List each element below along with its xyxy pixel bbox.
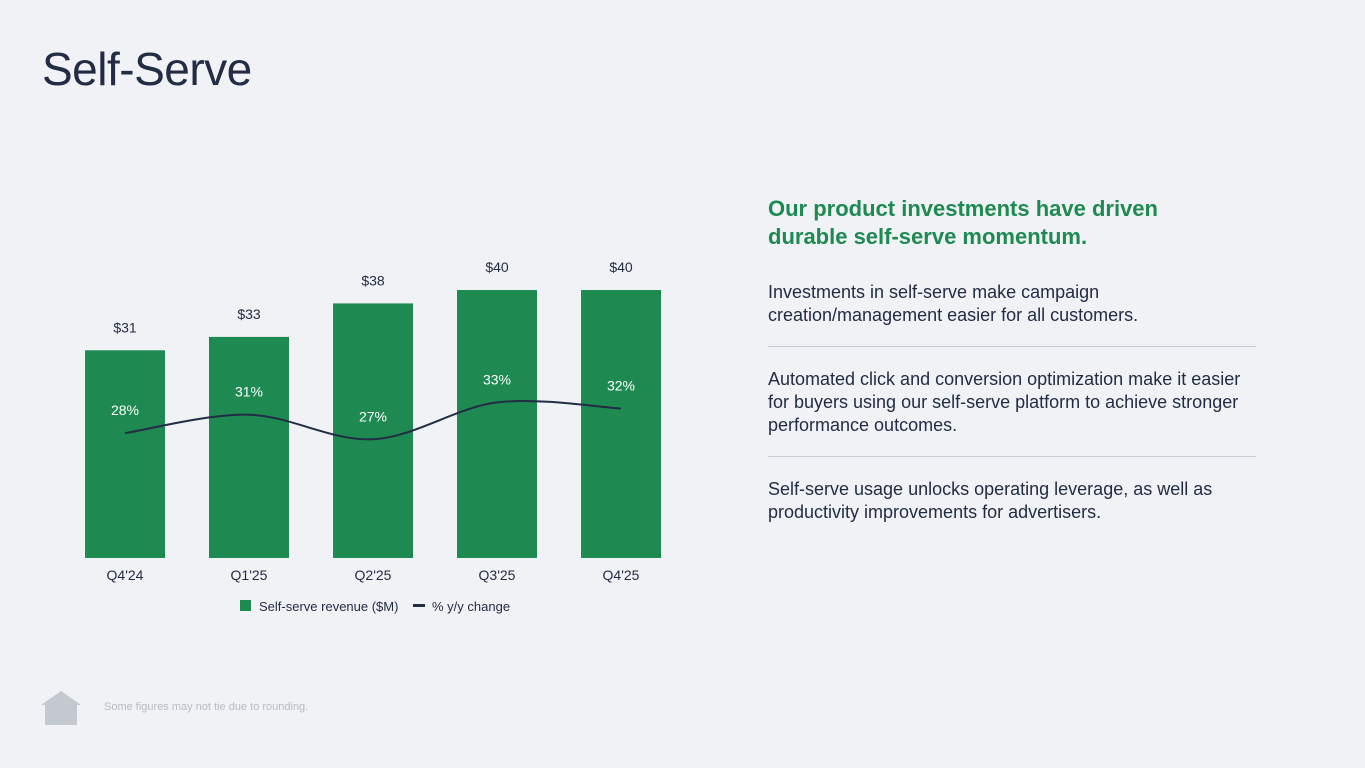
right-panel: Our product investments have driven dura… <box>768 195 1256 524</box>
legend: Self-serve revenue ($M) % y/y change <box>240 599 510 614</box>
line-value-label: 33% <box>483 371 511 387</box>
bar-4 <box>457 290 537 558</box>
line-value-label: 31% <box>235 384 263 400</box>
bar-2 <box>209 336 289 558</box>
bar-3 <box>333 303 413 558</box>
line-value-label: 28% <box>111 402 139 418</box>
home-icon <box>41 691 81 725</box>
line-group <box>124 400 622 441</box>
bar-value-label: $33 <box>237 306 261 322</box>
legend-swatch-revenue <box>240 600 251 611</box>
legend-label-revenue: Self-serve revenue ($M) <box>259 599 398 614</box>
panel-headline: Our product investments have driven dura… <box>768 196 1158 249</box>
bars-group <box>85 290 661 558</box>
panel-point-1: Investments in self-serve make campaign … <box>768 282 1139 325</box>
panel-point-2: Automated click and conversion optimizat… <box>768 369 1241 435</box>
divider <box>768 346 1256 347</box>
line-value-label: 32% <box>607 378 635 394</box>
bar-value-label: $40 <box>485 259 509 275</box>
labels-group: $31 Q4'24 28% $33 Q1'25 31% $38 Q2'25 27% $40 Q3'2… <box>107 259 640 583</box>
panel-point-3: Self-serve usage unlocks operating lever… <box>768 479 1213 522</box>
divider <box>768 456 1256 457</box>
bar-value-label: $40 <box>609 259 633 275</box>
page-title: Self-Serve <box>42 43 252 95</box>
legend-label-change: % y/y change <box>432 599 510 614</box>
x-tick-label: Q4'25 <box>603 567 640 583</box>
x-tick-label: Q2'25 <box>355 567 392 583</box>
x-tick-label: Q4'24 <box>107 567 144 583</box>
footnote: Some figures may not tie due to rounding… <box>104 701 309 713</box>
self-serve-chart: $31 Q4'24 28% $33 Q1'25 31% $38 Q2'25 27% $40 Q3'2… <box>85 259 661 614</box>
legend-swatch-change <box>413 604 425 607</box>
bar-5 <box>581 290 661 558</box>
yy-change-line <box>124 400 622 441</box>
bar-value-label: $31 <box>113 319 137 335</box>
bar-1 <box>85 350 165 558</box>
bar-value-label: $38 <box>361 272 385 288</box>
x-tick-label: Q1'25 <box>231 567 268 583</box>
x-tick-label: Q3'25 <box>479 567 516 583</box>
line-value-label: 27% <box>359 408 387 424</box>
